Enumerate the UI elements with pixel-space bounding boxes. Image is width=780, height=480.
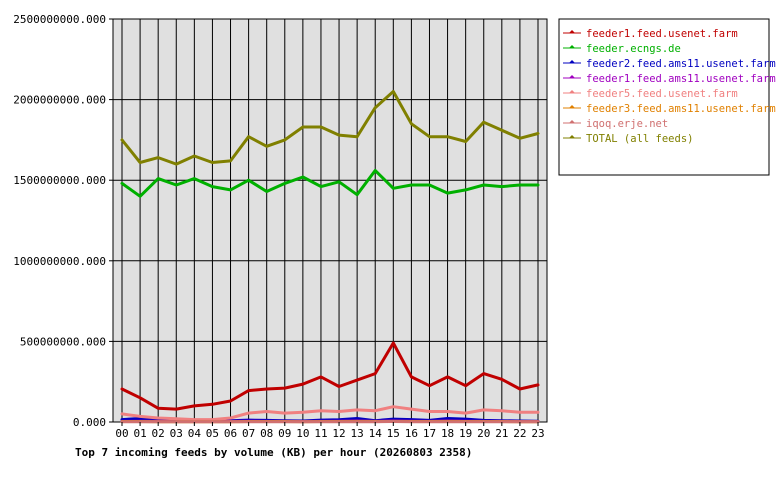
series-lines	[120, 90, 540, 424]
y-tick-label: 1000000000.000	[13, 255, 106, 268]
x-tick-label: 12	[332, 427, 345, 440]
x-tick-label: 11	[314, 427, 327, 440]
x-tick-label: 01	[133, 427, 146, 440]
plot-background	[112, 18, 548, 423]
y-axis-ticks: 0.000 500000000.000 1000000000.000 15000000…	[13, 13, 113, 429]
y-tick-label: 1500000000.000	[13, 174, 106, 187]
legend-label: feeder5.feed.usenet.farm	[586, 88, 738, 100]
series-line-0	[120, 341, 540, 411]
legend-label: iqoq.erje.net	[586, 118, 668, 130]
x-tick-label: 05	[206, 427, 219, 440]
x-tick-label: 15	[387, 427, 400, 440]
chart-title: Top 7 incoming feeds by volume (KB) per …	[75, 446, 472, 459]
x-tick-label: 16	[405, 427, 418, 440]
legend-label: feeder.ecngs.de	[586, 43, 681, 55]
x-tick-label: 17	[423, 427, 436, 440]
legend-marker	[569, 30, 575, 33]
x-tick-label: 04	[188, 427, 202, 440]
x-tick-label: 09	[278, 427, 291, 440]
legend-marker	[569, 90, 575, 93]
x-tick-label: 19	[459, 427, 472, 440]
x-tick-label: 10	[296, 427, 309, 440]
legend-box	[558, 18, 770, 176]
legend-label: TOTAL (all feeds)	[586, 133, 693, 145]
x-tick-label: 02	[152, 427, 165, 440]
x-axis-ticks: 00 01 02 03 04 05 06 07 08 09 10 11 12 13 14 15 16 17 18 19…	[115, 422, 545, 440]
legend-label: feeder1.feed.ams11.usenet.farm	[586, 73, 776, 85]
legend-label: feeder2.feed.ams11.usenet.farm	[586, 58, 776, 70]
y-tick-label: 0.000	[73, 416, 106, 429]
x-tick-label: 21	[495, 427, 508, 440]
legend: feeder1.feed.usenet.farm feeder.ecngs.de f…	[558, 18, 776, 176]
legend-label: feeder1.feed.usenet.farm	[586, 28, 738, 40]
x-tick-label: 00	[115, 427, 128, 440]
y-tick-label: 2000000000.000	[13, 94, 106, 107]
x-tick-label: 06	[224, 427, 237, 440]
legend-marker	[569, 45, 575, 48]
x-tick-label: 20	[477, 427, 490, 440]
x-tick-label: 23	[531, 427, 544, 440]
x-tick-label: 08	[260, 427, 273, 440]
legend-label: feeder3.feed.ams11.usenet.farm	[586, 103, 776, 115]
y-tick-label: 2500000000.000	[13, 13, 106, 26]
series-line-4	[120, 405, 540, 422]
x-tick-label: 14	[369, 427, 383, 440]
x-tick-label: 22	[513, 427, 526, 440]
series-line-1	[120, 169, 540, 198]
x-tick-label: 07	[242, 427, 255, 440]
legend-marker	[569, 60, 575, 63]
x-tick-label: 13	[351, 427, 364, 440]
legend-marker	[569, 135, 575, 138]
series-line-7	[120, 90, 540, 166]
x-tick-label: 03	[170, 427, 183, 440]
legend-marker	[569, 120, 575, 123]
legend-marker	[569, 105, 575, 108]
y-tick-label: 500000000.000	[20, 335, 106, 348]
legend-marker	[569, 75, 575, 78]
x-tick-label: 18	[441, 427, 454, 440]
